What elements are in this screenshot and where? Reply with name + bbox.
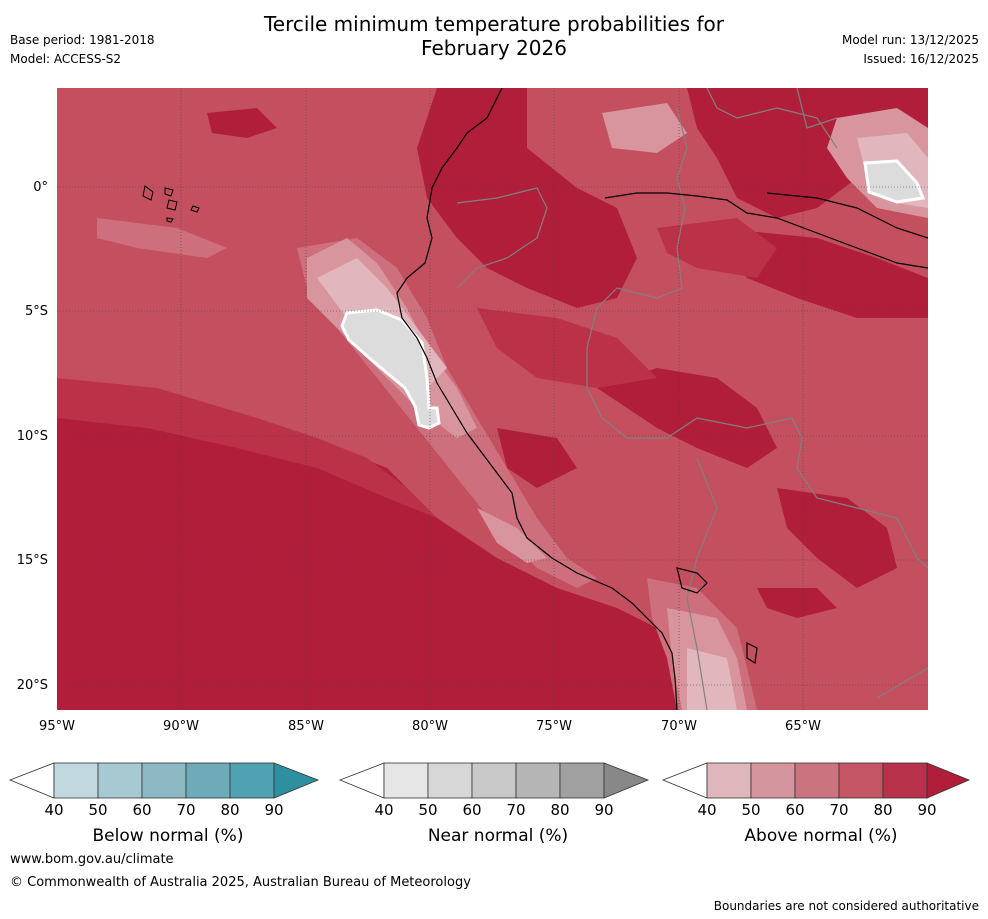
legend-above-title: Above normal (%): [744, 826, 898, 846]
lon-label-90w: 90°W: [163, 719, 199, 734]
legend-below-tick-50: 50: [88, 801, 108, 819]
legend-near-colorbar: [338, 762, 650, 799]
lat-label-20s: 20°S: [16, 678, 48, 693]
legend-above-tick-70: 70: [829, 801, 849, 819]
title-line-1: Tercile minimum temperature probabilitie…: [263, 12, 725, 36]
legend-near-tick-90: 90: [594, 801, 614, 819]
lon-label-70w: 70°W: [661, 719, 697, 734]
legend-near-normal: 40 50 60 70 80 90 Near normal (%): [338, 762, 658, 846]
legend-near-tick-50: 50: [418, 801, 438, 819]
model-run-date: Model run: 13/12/2025: [841, 33, 979, 47]
grid-lines: [57, 88, 928, 710]
model-name: Model: ACCESS-S2: [10, 52, 122, 66]
issued-date: Issued: 16/12/2025: [863, 52, 979, 66]
copyright-notice: © Commonwealth of Australia 2025, Austra…: [10, 875, 471, 890]
legend-near-title: Near normal (%): [427, 826, 569, 846]
country-borders: [456, 88, 928, 710]
boundaries-disclaimer: Boundaries are not considered authoritat…: [713, 899, 979, 913]
legend-near-tick-80: 80: [550, 801, 570, 819]
legend-near-tick-40: 40: [374, 801, 394, 819]
title-line-2: February 2026: [421, 36, 567, 60]
legend-near-tick-60: 60: [462, 801, 482, 819]
legend-above-tick-80: 80: [873, 801, 893, 819]
lon-label-95w: 95°W: [39, 719, 75, 734]
galapagos-islands: [142, 185, 200, 223]
legend-below-tick-80: 80: [220, 801, 240, 819]
coastlines: [396, 88, 928, 710]
lat-label-0: 0°: [33, 180, 48, 195]
legend-near-tick-70: 70: [506, 801, 526, 819]
website-link[interactable]: www.bom.gov.au/climate: [10, 852, 174, 867]
probability-map: [57, 88, 928, 710]
legend-above-normal: 40 50 60 70 80 90 Above normal (%): [661, 762, 981, 846]
lat-label-10s: 10°S: [16, 429, 48, 444]
legend-below-tick-70: 70: [176, 801, 196, 819]
above-80-regions: [57, 218, 777, 518]
legend-below-title: Below normal (%): [92, 826, 244, 846]
legend-above-tick-40: 40: [697, 801, 717, 819]
lon-label-85w: 85°W: [288, 719, 324, 734]
legend-below-tick-40: 40: [44, 801, 64, 819]
lon-label-75w: 75°W: [536, 719, 572, 734]
legend-above-tick-60: 60: [785, 801, 805, 819]
legend-above-tick-90: 90: [917, 801, 937, 819]
legend-below-colorbar: [8, 762, 320, 799]
base-period: Base period: 1981-2018: [10, 33, 155, 47]
chart-title: Tercile minimum temperature probabilitie…: [0, 12, 988, 60]
lat-label-15s: 15°S: [16, 553, 48, 568]
lat-label-5s: 5°S: [24, 304, 48, 319]
legend-below-normal: 40 50 60 70 80 90 Below normal (%): [8, 762, 328, 846]
legend-above-colorbar: [661, 762, 971, 799]
legend-below-tick-60: 60: [132, 801, 152, 819]
legend-above-tick-50: 50: [741, 801, 761, 819]
legend-below-tick-90: 90: [264, 801, 284, 819]
lon-label-65w: 65°W: [785, 719, 821, 734]
lon-label-80w: 80°W: [412, 719, 448, 734]
